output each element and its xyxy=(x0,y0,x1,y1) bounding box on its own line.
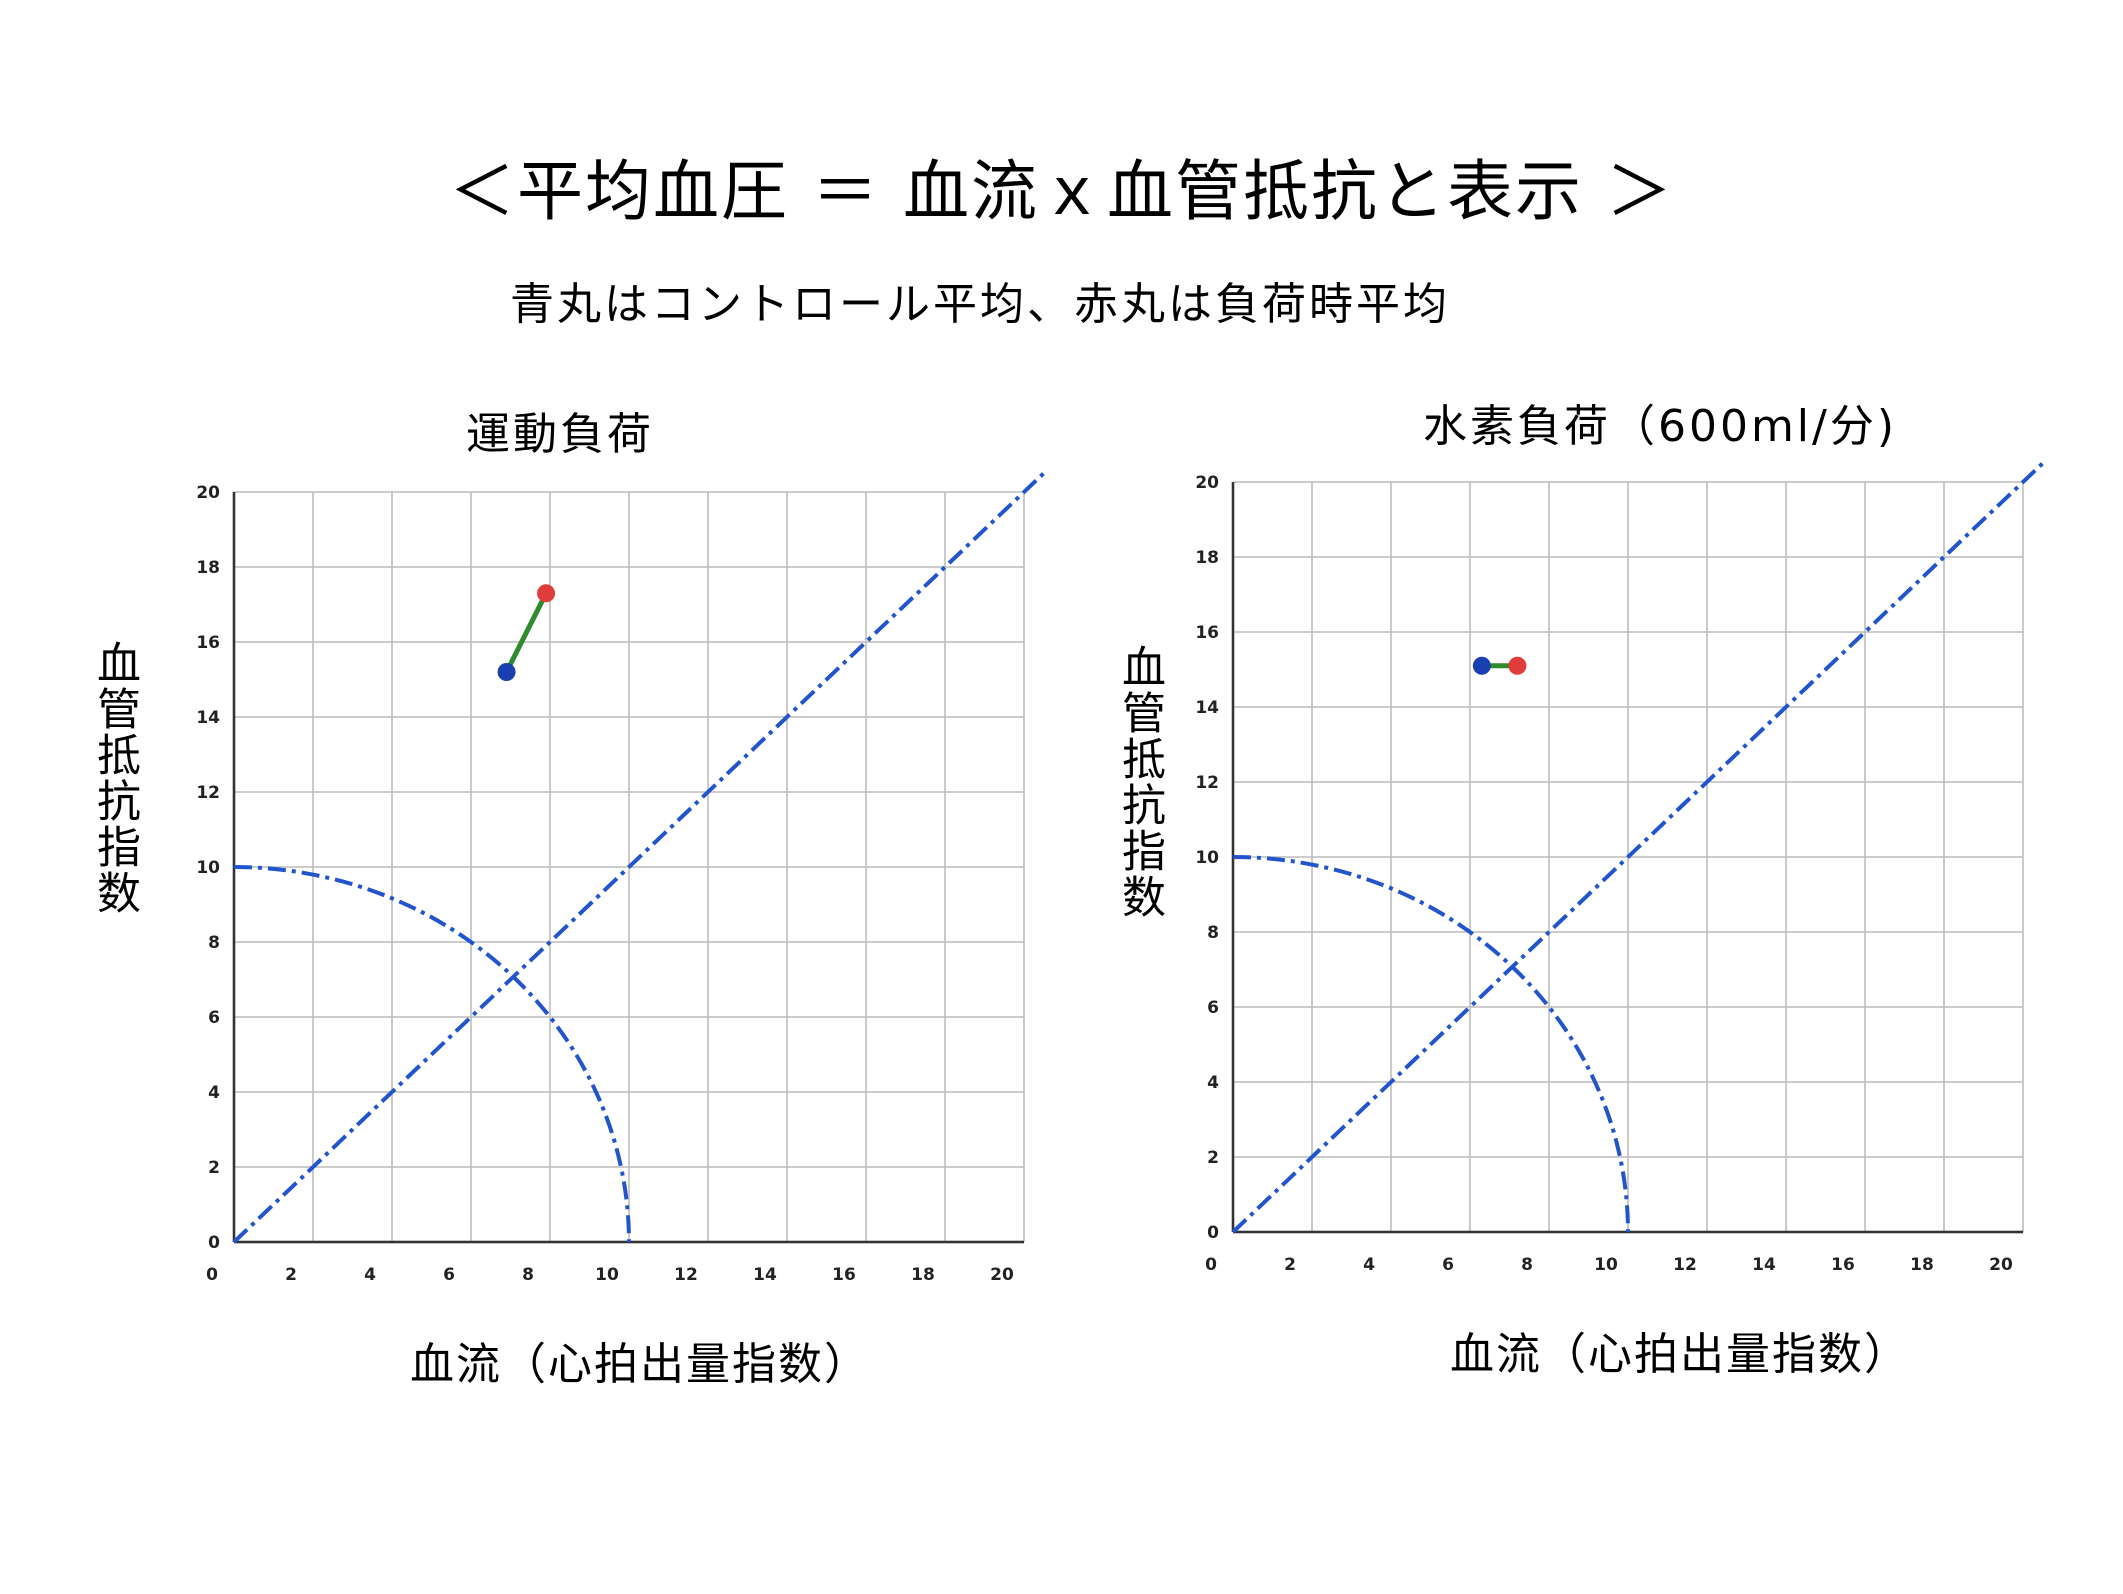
x-tick-label: 2 xyxy=(285,1265,297,1285)
y-tick-label: 12 xyxy=(1195,773,1219,793)
x-tick-label: 0 xyxy=(206,1265,218,1285)
control-point xyxy=(497,663,516,681)
y-tick-label: 12 xyxy=(196,783,220,803)
y-tick-label: 10 xyxy=(1195,848,1219,868)
chart-hydrogen: 0 2 4 6 8 10 12 14 16 18 20 0 2 4 6 8 10 12 14 16 18 20 xyxy=(1195,461,2045,1275)
y-tick-label: 14 xyxy=(196,708,220,728)
reference-line-diagonal xyxy=(232,471,1046,1244)
x-tick-label: 16 xyxy=(1831,1255,1855,1275)
load-point xyxy=(537,584,556,603)
x-tick-label: 4 xyxy=(364,1265,376,1285)
x-tick-label: 6 xyxy=(1442,1255,1454,1275)
y-tick-label: 16 xyxy=(1195,623,1219,643)
x-tick-label: 10 xyxy=(595,1265,619,1285)
x-tick-label: 6 xyxy=(443,1265,455,1285)
page-title: ＜平均血圧 ＝ 血流ｘ血管抵抗と表示 ＞ xyxy=(449,153,1674,230)
reference-line-diagonal xyxy=(1231,461,2045,1234)
y-tick-label: 20 xyxy=(196,483,220,503)
x-tick-label: 14 xyxy=(1752,1255,1776,1275)
page-subtitle: 青丸はコントロール平均、赤丸は負荷時平均 xyxy=(510,279,1450,330)
y-tick-label: 8 xyxy=(1207,923,1219,943)
y-tick-label: 20 xyxy=(1195,473,1219,493)
reference-arc xyxy=(1232,855,1630,1233)
y-tick-label: 0 xyxy=(208,1233,220,1253)
chart-title-hydrogen: 水素負荷（600ml/分) xyxy=(1422,401,1898,452)
x-tick-label: 10 xyxy=(1594,1255,1618,1275)
load-point xyxy=(1508,656,1527,675)
x-tick-label: 14 xyxy=(753,1265,777,1285)
y-tick-label: 16 xyxy=(196,633,220,653)
x-tick-label: 12 xyxy=(1673,1255,1697,1275)
x-tick-label: 4 xyxy=(1363,1255,1375,1275)
chart-exercise: 0 2 4 6 8 10 12 14 16 18 20 0 2 4 6 8 10 12 14 16 18 20 xyxy=(196,471,1046,1285)
y-tick-label: 10 xyxy=(196,858,220,878)
x-tick-label: 12 xyxy=(674,1265,698,1285)
x-tick-label: 0 xyxy=(1205,1255,1217,1275)
control-point xyxy=(1472,656,1491,675)
y-tick-label: 18 xyxy=(196,558,220,578)
chart-title-exercise: 運動負荷 xyxy=(466,409,654,460)
y-tick-label: 2 xyxy=(1207,1148,1219,1168)
x-tick-label: 2 xyxy=(1284,1255,1296,1275)
y-tick-label: 18 xyxy=(1195,548,1219,568)
x-tick-label: 16 xyxy=(832,1265,856,1285)
x-tick-label: 8 xyxy=(522,1265,534,1285)
y-tick-label: 6 xyxy=(1207,998,1219,1018)
x-axis-label-exercise: 血流（心拍出量指数） xyxy=(410,1339,870,1390)
y-tick-label: 4 xyxy=(208,1083,220,1103)
reference-arc xyxy=(233,865,631,1243)
x-axis-label-hydrogen: 血流（心拍出量指数） xyxy=(1450,1329,1910,1380)
y-axis-label-hydrogen: 血管抵抗指数 xyxy=(1114,644,1165,920)
connector-line xyxy=(504,592,549,674)
y-tick-label: 14 xyxy=(1195,698,1219,718)
y-tick-label: 4 xyxy=(1207,1073,1219,1093)
x-tick-label: 8 xyxy=(1521,1255,1533,1275)
y-tick-label: 8 xyxy=(208,933,220,953)
y-tick-label: 0 xyxy=(1207,1223,1219,1243)
x-tick-label: 20 xyxy=(1989,1255,2013,1275)
y-tick-label: 6 xyxy=(208,1008,220,1028)
y-axis-label-exercise: 血管抵抗指数 xyxy=(89,640,140,916)
y-tick-label: 2 xyxy=(208,1158,220,1178)
x-tick-label: 18 xyxy=(1910,1255,1934,1275)
x-tick-label: 18 xyxy=(911,1265,935,1285)
x-tick-label: 20 xyxy=(990,1265,1014,1285)
